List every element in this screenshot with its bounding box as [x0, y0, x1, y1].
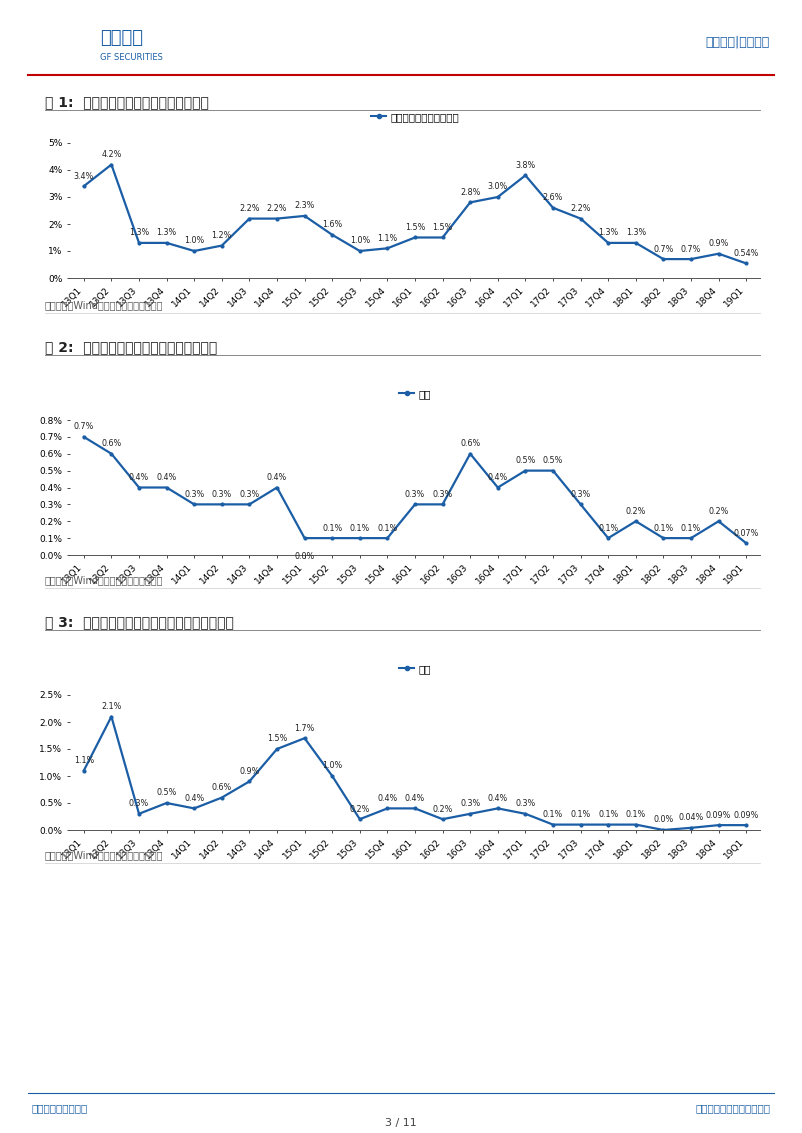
- Text: 0.1%: 0.1%: [654, 523, 674, 533]
- Text: 1.2%: 1.2%: [212, 231, 232, 240]
- Text: 0.1%: 0.1%: [570, 810, 591, 819]
- Text: 0.1%: 0.1%: [626, 810, 646, 819]
- Text: 0.5%: 0.5%: [156, 789, 176, 798]
- Text: 0.5%: 0.5%: [515, 457, 536, 465]
- Text: 1.3%: 1.3%: [156, 229, 176, 237]
- Text: 0.3%: 0.3%: [405, 489, 425, 499]
- Text: 0.3%: 0.3%: [432, 489, 452, 499]
- Text: 1.3%: 1.3%: [626, 229, 646, 237]
- Text: 2.8%: 2.8%: [460, 188, 480, 197]
- Text: 0.7%: 0.7%: [681, 245, 701, 254]
- Text: 4.2%: 4.2%: [101, 150, 122, 159]
- Text: 3 / 11: 3 / 11: [385, 1118, 417, 1128]
- Text: 0.6%: 0.6%: [460, 440, 480, 449]
- Text: 1.1%: 1.1%: [74, 756, 94, 765]
- Text: 1.1%: 1.1%: [377, 233, 398, 242]
- Text: 1.5%: 1.5%: [267, 734, 287, 743]
- Text: GF SECURITIES: GF SECURITIES: [100, 53, 163, 62]
- Text: 请务必阅读末页的免责声明: 请务必阅读末页的免责声明: [695, 1104, 770, 1113]
- Text: 0.4%: 0.4%: [377, 794, 398, 803]
- Text: 0.3%: 0.3%: [570, 489, 591, 499]
- Text: 1.0%: 1.0%: [322, 761, 342, 770]
- Text: 0.2%: 0.2%: [708, 506, 729, 516]
- Text: 0.6%: 0.6%: [212, 783, 232, 792]
- Text: 0.1%: 0.1%: [322, 523, 342, 533]
- Text: 0.3%: 0.3%: [212, 489, 232, 499]
- Text: 1.5%: 1.5%: [432, 223, 453, 232]
- Text: 0.4%: 0.4%: [488, 794, 508, 803]
- Text: 0.09%: 0.09%: [706, 810, 731, 819]
- Text: 0.4%: 0.4%: [267, 472, 287, 482]
- Text: 0.4%: 0.4%: [156, 472, 176, 482]
- Text: 0.4%: 0.4%: [184, 794, 205, 803]
- Text: 0.54%: 0.54%: [734, 249, 759, 258]
- Text: 0.09%: 0.09%: [734, 810, 759, 819]
- Text: 图 3:  公募基金对装修装饰子板块持仓情况变动: 图 3: 公募基金对装修装饰子板块持仓情况变动: [45, 615, 234, 629]
- Text: 2.3%: 2.3%: [294, 202, 315, 211]
- Text: 2.6%: 2.6%: [543, 194, 563, 203]
- Text: 0.1%: 0.1%: [598, 810, 618, 819]
- Text: 1.6%: 1.6%: [322, 220, 342, 229]
- Text: 3.0%: 3.0%: [488, 182, 508, 191]
- Text: 0.6%: 0.6%: [101, 440, 122, 449]
- Text: 0.3%: 0.3%: [515, 799, 536, 808]
- Text: 0.3%: 0.3%: [129, 799, 149, 808]
- Text: 0.9%: 0.9%: [708, 239, 729, 248]
- Text: 2.2%: 2.2%: [570, 204, 591, 213]
- Text: 0.7%: 0.7%: [653, 245, 674, 254]
- Legend: 基金对建筑行业持仓比例: 基金对建筑行业持仓比例: [367, 108, 464, 126]
- Text: 3.4%: 3.4%: [74, 171, 94, 180]
- Text: 1.0%: 1.0%: [184, 237, 205, 246]
- Text: 0.1%: 0.1%: [350, 523, 370, 533]
- Text: 2.2%: 2.2%: [267, 204, 287, 213]
- Text: 数据来源：Wind，广发证券发展研究中心: 数据来源：Wind，广发证券发展研究中心: [45, 300, 164, 310]
- Text: 数据来源：Wind，广发证券发展研究中心: 数据来源：Wind，广发证券发展研究中心: [45, 576, 164, 585]
- Legend: 房建: 房建: [395, 385, 435, 403]
- Text: 0.2%: 0.2%: [350, 804, 370, 813]
- Text: 2.2%: 2.2%: [239, 204, 260, 213]
- Text: 0.4%: 0.4%: [129, 472, 149, 482]
- Text: 0.5%: 0.5%: [543, 457, 563, 465]
- Text: 1.3%: 1.3%: [129, 229, 149, 237]
- Text: 0.2%: 0.2%: [626, 506, 646, 516]
- Text: 0.1%: 0.1%: [681, 523, 701, 533]
- Text: 2.1%: 2.1%: [101, 702, 122, 712]
- Text: 0.4%: 0.4%: [488, 472, 508, 482]
- Text: 0.04%: 0.04%: [678, 813, 703, 823]
- Text: 0.2%: 0.2%: [432, 804, 453, 813]
- Text: 0.3%: 0.3%: [239, 489, 260, 499]
- Text: 1.5%: 1.5%: [405, 223, 425, 232]
- Text: 0.1%: 0.1%: [598, 523, 618, 533]
- Text: 图 1:  公募基金对建筑板块持仓情况变动: 图 1: 公募基金对建筑板块持仓情况变动: [45, 95, 209, 109]
- Text: 识别风险，发现价值: 识别风险，发现价值: [32, 1104, 88, 1113]
- Text: 1.0%: 1.0%: [350, 237, 370, 246]
- Text: 0.3%: 0.3%: [184, 489, 205, 499]
- Text: 0.9%: 0.9%: [239, 767, 260, 776]
- Text: 跟踪分析|建筑装饰: 跟踪分析|建筑装饰: [706, 35, 770, 49]
- Text: 广发证券: 广发证券: [100, 29, 143, 46]
- Text: 图 2:  公募基金对房建子板块持仓情况变动: 图 2: 公募基金对房建子板块持仓情况变动: [45, 340, 217, 353]
- Legend: 装修: 装修: [395, 659, 435, 678]
- Text: 0.4%: 0.4%: [405, 794, 425, 803]
- Text: 1.7%: 1.7%: [294, 724, 315, 733]
- Text: 3.8%: 3.8%: [515, 161, 536, 170]
- Text: 0.1%: 0.1%: [377, 523, 398, 533]
- Text: 数据来源：Wind，广发证券发展研究中心: 数据来源：Wind，广发证券发展研究中心: [45, 850, 164, 860]
- Text: 0.0%: 0.0%: [294, 552, 314, 561]
- Text: 0.3%: 0.3%: [460, 799, 480, 808]
- Text: 0.7%: 0.7%: [74, 423, 94, 432]
- Text: 0.0%: 0.0%: [654, 816, 674, 825]
- Text: 1.3%: 1.3%: [598, 229, 618, 237]
- Text: 0.07%: 0.07%: [734, 529, 759, 538]
- Text: 0.1%: 0.1%: [543, 810, 563, 819]
